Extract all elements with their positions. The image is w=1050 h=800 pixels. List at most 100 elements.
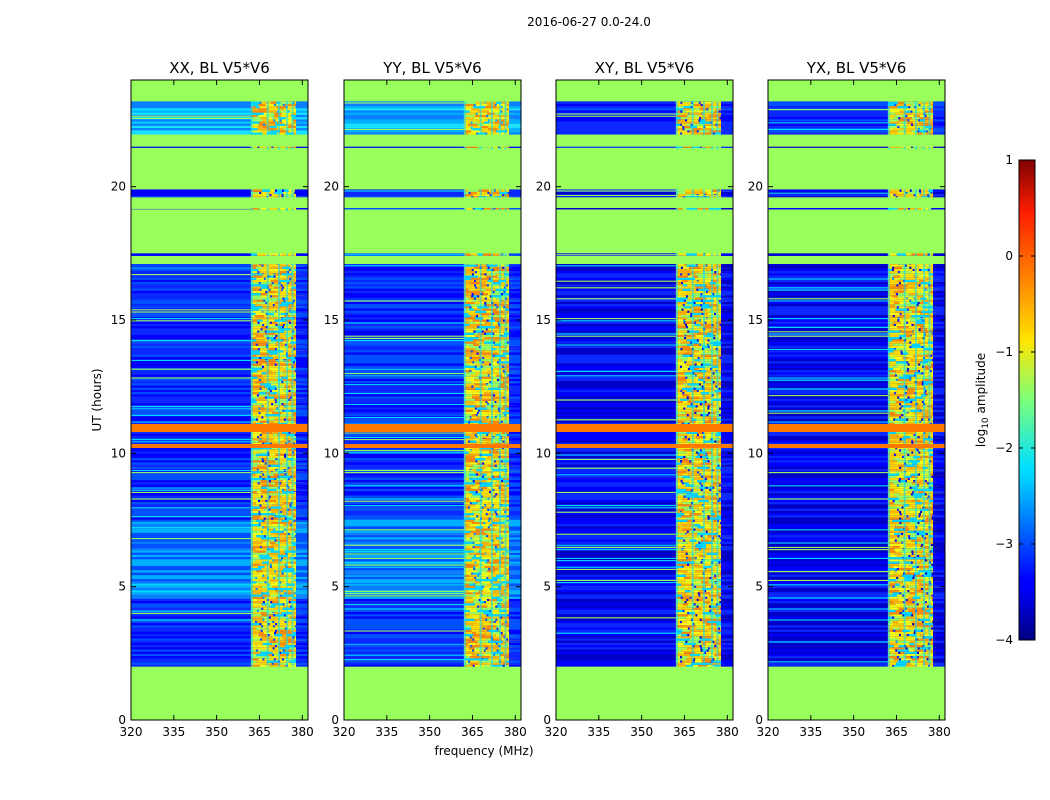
rfi-cell — [276, 514, 286, 518]
edge-cell — [509, 312, 521, 316]
rfi-cell — [477, 431, 488, 434]
rfi-cell — [470, 374, 478, 377]
rfi-cell — [474, 378, 482, 382]
edge-cell — [296, 321, 308, 324]
rfi-cell — [277, 308, 289, 311]
rfi-cell — [250, 347, 258, 351]
data-row — [131, 290, 308, 294]
rfi-cell — [701, 473, 709, 476]
data-row — [556, 415, 733, 419]
data-row — [344, 268, 521, 272]
rfi-cell — [250, 642, 256, 646]
edge-cell — [721, 378, 733, 382]
edge-cell — [509, 319, 521, 322]
rfi-cell — [272, 651, 280, 654]
rfi-cell — [463, 435, 470, 439]
rfi-cell — [682, 437, 688, 441]
rfi-cell — [463, 398, 470, 401]
rfi-cell — [675, 356, 688, 360]
data-row — [344, 459, 521, 463]
rfi-cell — [675, 387, 683, 390]
rfi-cell — [463, 369, 470, 373]
rfi-cell — [477, 374, 488, 377]
y-tick-label: 20 — [111, 180, 126, 194]
rfi-cell — [704, 420, 714, 423]
edge-cell — [509, 118, 521, 122]
rfi-cell — [263, 501, 276, 505]
rfi-cell — [479, 547, 490, 551]
edge-cell — [296, 532, 308, 536]
data-row — [131, 118, 308, 122]
rfi-cell — [267, 552, 277, 555]
rfi-cell — [492, 585, 499, 588]
rfi-cell — [258, 341, 270, 344]
rfi-cell — [506, 103, 512, 107]
row-stripe — [344, 590, 521, 592]
rfi-cell — [269, 341, 277, 344]
data-row — [131, 495, 308, 498]
edge-cell — [509, 299, 521, 302]
rfi-cell — [697, 451, 707, 454]
rfi-cell — [492, 292, 502, 296]
rfi-cell — [259, 270, 271, 274]
row-stripe — [344, 128, 521, 130]
edge-cell — [509, 367, 521, 371]
rfi-cell — [481, 453, 493, 456]
rfi-cell — [269, 391, 278, 395]
rfi-cell — [675, 345, 682, 349]
edge-cell — [509, 448, 521, 452]
edge-cell — [296, 644, 308, 648]
rfi-cell — [284, 649, 294, 652]
edge-cell — [296, 517, 308, 520]
edge-cell — [721, 354, 733, 357]
rfi-cell — [715, 433, 723, 437]
rfi-cell — [283, 310, 289, 313]
rfi-cell — [473, 534, 480, 538]
rfi-cell — [675, 657, 687, 661]
rfi-cell — [291, 413, 297, 417]
edge-cell — [721, 407, 733, 410]
rfi-cell — [257, 415, 262, 419]
rfi-cell — [692, 490, 703, 494]
rfi-cell — [250, 508, 258, 511]
data-row — [131, 644, 308, 648]
row-stripe — [131, 507, 308, 509]
rfi-cell — [479, 613, 487, 617]
rfi-cell — [262, 547, 268, 551]
data-row — [344, 519, 521, 522]
rfi-cell — [675, 415, 687, 419]
data-row — [344, 389, 521, 393]
rfi-cell — [285, 644, 295, 648]
rfi-cell — [479, 536, 484, 540]
data-row — [556, 594, 733, 597]
rfi-cell — [491, 543, 501, 547]
data-row — [131, 503, 308, 507]
rfi-cell — [471, 389, 481, 393]
rfi-cell — [463, 479, 473, 483]
rfi-cell — [250, 506, 261, 509]
rfi-cell — [675, 532, 681, 536]
rfi-cell — [701, 607, 710, 610]
rfi-cell — [471, 653, 477, 657]
data-row — [344, 598, 521, 602]
rfi-cell — [261, 266, 271, 269]
edge-cell — [296, 376, 308, 379]
rfi-cell — [486, 638, 492, 641]
rfi-cell — [692, 649, 701, 652]
rfi-cell — [250, 356, 260, 360]
rfi-cell — [716, 591, 723, 595]
data-row — [344, 288, 521, 291]
row-stripe — [556, 419, 733, 421]
rfi-cell — [284, 550, 294, 553]
rfi-cell — [287, 312, 300, 316]
row-stripe — [131, 122, 308, 124]
rfi-cell — [255, 550, 266, 553]
rfi-cell — [261, 486, 267, 489]
rfi-cell — [485, 492, 496, 496]
flagged-gap — [131, 134, 308, 139]
rfi-cell — [478, 352, 489, 355]
flagged-time — [131, 197, 308, 208]
rfi-cell — [699, 442, 705, 445]
rfi-cell — [501, 547, 507, 551]
rfi-cell — [675, 572, 684, 575]
